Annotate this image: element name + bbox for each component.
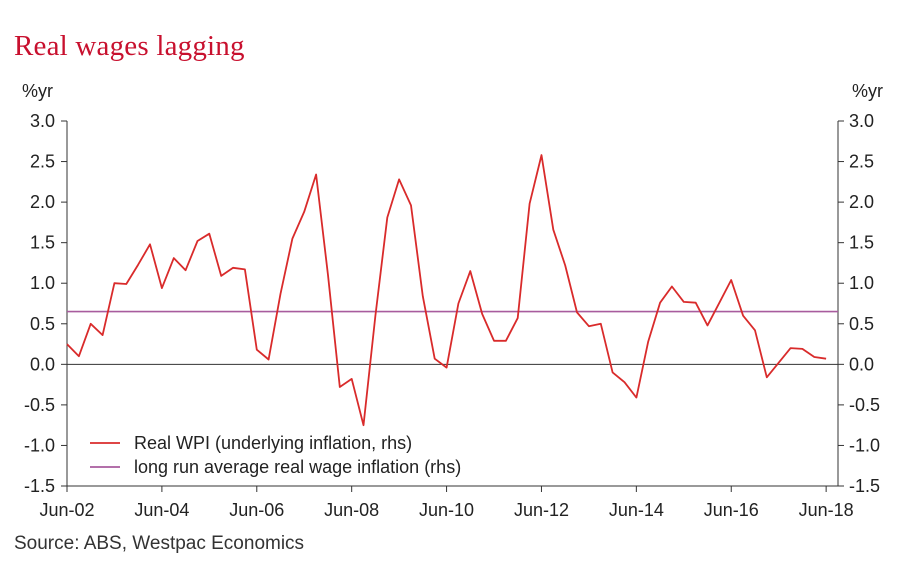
x-tick-label: Jun-08 <box>324 500 379 520</box>
y-tick-label-left: -0.5 <box>24 395 55 415</box>
y-tick-label-right: 0.0 <box>849 354 874 374</box>
x-tick-label: Jun-12 <box>514 500 569 520</box>
y-tick-label-left: -1.0 <box>24 435 55 455</box>
y-tick-label-left: 0.0 <box>30 354 55 374</box>
y-tick-label-left: 2.0 <box>30 192 55 212</box>
x-tick-label: Jun-14 <box>609 500 664 520</box>
y-tick-label-right: -1.5 <box>849 476 880 496</box>
y-tick-label-left: 2.5 <box>30 152 55 172</box>
y-tick-label-right: 3.0 <box>849 111 874 131</box>
y-tick-label-left: 3.0 <box>30 111 55 131</box>
x-tick-label: Jun-04 <box>134 500 189 520</box>
series-group <box>66 154 838 427</box>
y-tick-label-left: -1.5 <box>24 476 55 496</box>
legend-label: long run average real wage inflation (rh… <box>134 457 461 477</box>
y-tick-label-right: -0.5 <box>849 395 880 415</box>
series-line-real-wpi <box>66 154 827 427</box>
right-axis-unit: %yr <box>852 81 883 101</box>
axes: 3.0 3.0 2.5 2.5 2.0 2.0 1.5 1.5 1.0 1.0 0.5 0.5 0.0 0… <box>24 111 880 520</box>
chart-title: Real wages lagging <box>14 30 245 62</box>
y-tick-label-left: 1.0 <box>30 273 55 293</box>
x-tick-label: Jun-02 <box>39 500 94 520</box>
source-note: Source: ABS, Westpac Economics <box>14 533 305 554</box>
legend-label: Real WPI (underlying inflation, rhs) <box>134 433 412 453</box>
x-tick-label: Jun-06 <box>229 500 284 520</box>
y-tick-label-right: -1.0 <box>849 435 880 455</box>
legend: Real WPI (underlying inflation, rhs) long… <box>90 433 461 477</box>
y-tick-label-right: 0.5 <box>849 314 874 334</box>
x-tick-label: Jun-18 <box>799 500 854 520</box>
y-tick-label-left: 0.5 <box>30 314 55 334</box>
y-tick-label-right: 2.5 <box>849 152 874 172</box>
left-axis-unit: %yr <box>22 81 53 101</box>
y-tick-label-right: 1.5 <box>849 233 874 253</box>
x-tick-label: Jun-10 <box>419 500 474 520</box>
x-tick-label: Jun-16 <box>704 500 759 520</box>
y-tick-label-right: 2.0 <box>849 192 874 212</box>
y-tick-label-right: 1.0 <box>849 273 874 293</box>
y-tick-label-left: 1.5 <box>30 233 55 253</box>
